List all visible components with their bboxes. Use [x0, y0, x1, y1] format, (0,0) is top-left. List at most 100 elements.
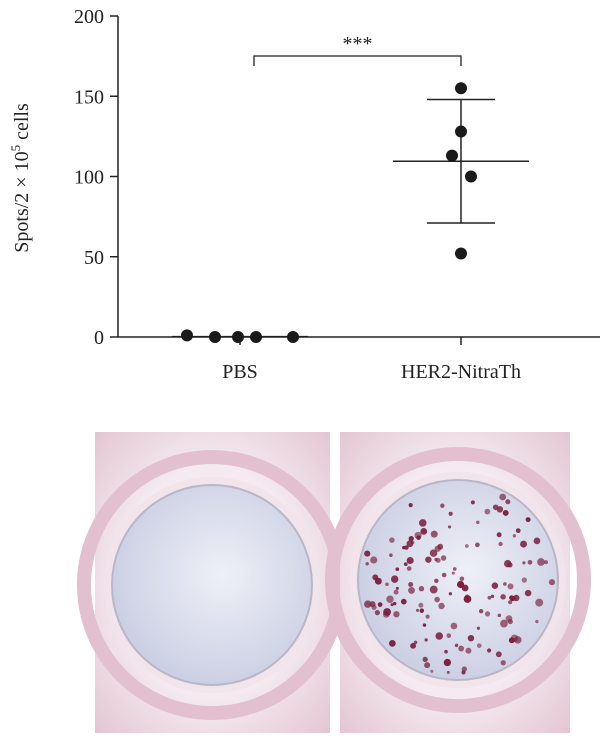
- photo-her2: [325, 432, 591, 733]
- spot: [448, 511, 453, 516]
- spot: [438, 602, 445, 610]
- spot: [440, 503, 445, 508]
- spot: [509, 595, 514, 601]
- dot: [446, 149, 458, 162]
- spot: [389, 537, 395, 543]
- spot: [425, 556, 432, 563]
- spot: [447, 525, 452, 529]
- spot: [487, 595, 492, 600]
- spot: [403, 562, 408, 566]
- spot: [434, 578, 439, 584]
- spot: [395, 586, 399, 590]
- spot: [408, 536, 414, 542]
- spot: [390, 575, 399, 583]
- spot: [400, 598, 407, 605]
- spot: [410, 642, 416, 649]
- spot: [475, 542, 480, 548]
- spot: [385, 582, 389, 587]
- spot: [454, 643, 459, 648]
- spot: [502, 509, 509, 516]
- spot: [418, 602, 424, 608]
- y-tick-label: 200: [74, 6, 104, 28]
- spot: [440, 555, 447, 561]
- spot: [408, 582, 414, 588]
- spot: [478, 609, 484, 614]
- spot: [390, 603, 394, 607]
- spot: [512, 534, 517, 538]
- spot: [470, 500, 475, 505]
- spot: [414, 531, 422, 540]
- spot: [444, 649, 448, 654]
- spot: [424, 662, 431, 669]
- spot: [404, 545, 409, 550]
- spot: [521, 577, 527, 583]
- spot: [520, 540, 528, 548]
- dot: [287, 331, 299, 343]
- spot: [496, 506, 504, 513]
- spot: [465, 647, 472, 654]
- spot: [392, 601, 397, 606]
- spot: [410, 540, 415, 545]
- spot: [420, 528, 428, 535]
- spot: [418, 519, 427, 527]
- spot: [424, 638, 428, 642]
- spot: [402, 545, 406, 550]
- spot: [419, 608, 425, 613]
- dot: [455, 82, 467, 95]
- spot: [533, 537, 541, 545]
- spot: [497, 613, 502, 618]
- dot: [455, 125, 467, 138]
- spot: [548, 579, 556, 586]
- spot: [503, 582, 507, 586]
- dot: [250, 331, 262, 343]
- spot: [435, 632, 443, 640]
- spot: [393, 611, 400, 618]
- spot: [443, 658, 452, 667]
- spot: [543, 560, 549, 565]
- spot: [527, 559, 533, 565]
- significance-label: ***: [343, 33, 373, 55]
- spot: [505, 615, 513, 623]
- spot: [484, 611, 491, 617]
- spot: [393, 589, 399, 595]
- dot: [455, 247, 467, 260]
- spot: [372, 574, 379, 581]
- spot: [535, 598, 544, 607]
- spot: [430, 530, 438, 538]
- spot: [451, 571, 455, 575]
- spot: [476, 643, 482, 648]
- spot: [495, 651, 502, 658]
- spot: [505, 499, 511, 505]
- spot: [537, 558, 545, 566]
- dot: [209, 331, 221, 343]
- spot: [507, 583, 514, 590]
- spot: [499, 493, 507, 501]
- spot: [441, 572, 447, 578]
- spot: [416, 608, 420, 612]
- spot: [448, 592, 453, 596]
- spot: [388, 639, 396, 647]
- y-axis-label-part: cells: [11, 103, 33, 145]
- spot: [434, 545, 441, 552]
- spot: [467, 634, 475, 642]
- spot: [425, 614, 430, 619]
- dot: [232, 331, 244, 343]
- spot: [429, 549, 438, 557]
- spot: [487, 648, 492, 653]
- spot: [413, 640, 418, 645]
- y-tick-label: 100: [74, 167, 104, 189]
- spot: [508, 600, 513, 605]
- significance-bracket: [253, 55, 462, 66]
- spot: [464, 544, 469, 548]
- spot: [371, 604, 377, 610]
- x-tick-label: HER2-NitraTh: [401, 361, 521, 383]
- photo-pbs: [77, 432, 347, 733]
- spot: [496, 532, 502, 538]
- spot: [408, 586, 415, 594]
- spot: [465, 594, 469, 598]
- y-axis-label: Spots/2 × 105 cells: [8, 103, 33, 253]
- spot: [500, 660, 506, 666]
- spot: [463, 595, 472, 603]
- dot: [181, 329, 193, 342]
- dot: [465, 170, 477, 183]
